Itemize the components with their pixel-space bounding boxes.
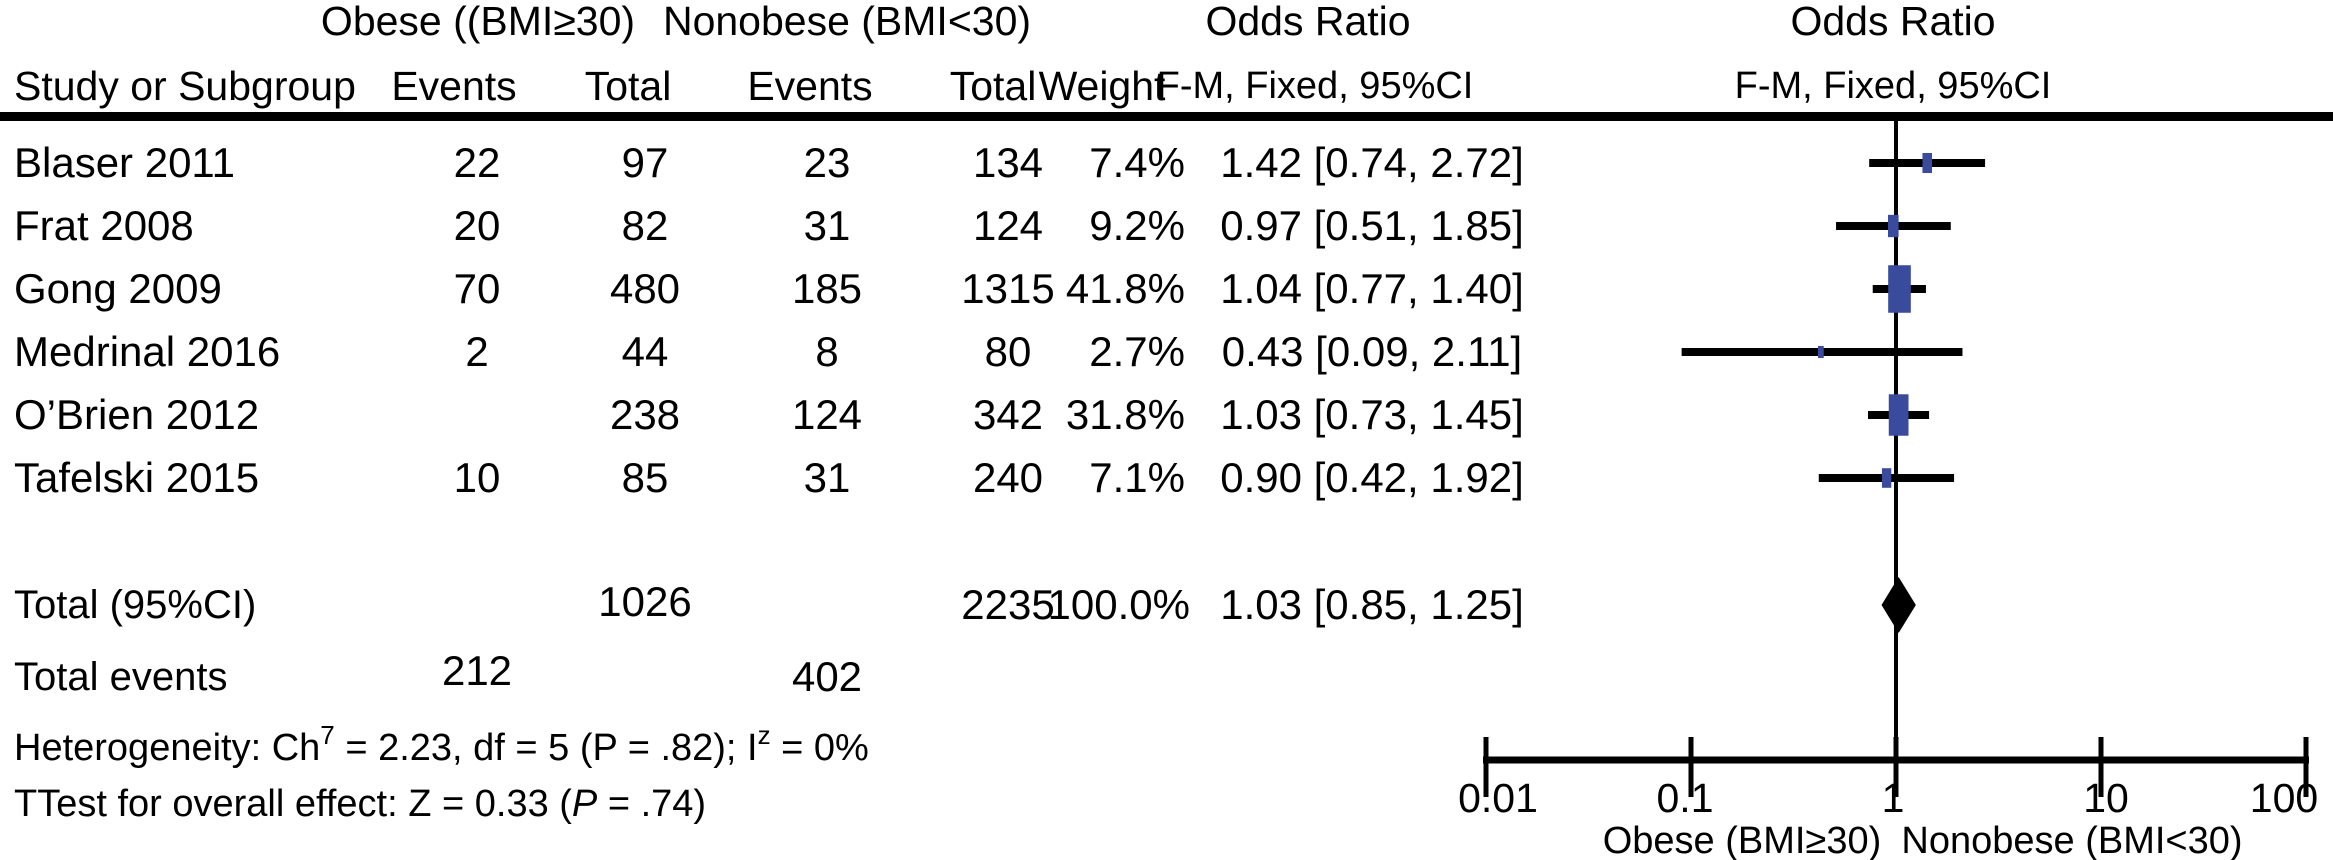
summary-diamond	[1881, 577, 1916, 633]
x-axis-tick-label-0.1: 0.1	[1657, 775, 1714, 821]
cell-weight-frat-2008: 9.2%	[1089, 202, 1185, 249]
or-marker-frat-2008	[1887, 214, 1899, 238]
cell-nonobese-total-o-brien-2012: 342	[972, 391, 1044, 438]
total-events-nonobese: 402	[791, 653, 863, 700]
total-row-obese-total: 1026	[598, 578, 692, 625]
or-marker-tafelski-2015	[1881, 468, 1892, 488]
cell-study-frat-2008: Frat 2008	[14, 202, 194, 249]
header-odds-ratio-right: Odds Ratio	[1790, 0, 1996, 44]
cell-or-ci-blaser-2011: 1.42 [0.74, 2.72]	[1220, 139, 1524, 186]
x-axis-tick-label-1: 1	[1882, 775, 1905, 821]
total-row-or-ci: 1.03 [0.85, 1.25]	[1220, 581, 1524, 628]
cell-nonobese-total-medrinal-2016: 80	[984, 328, 1032, 375]
column-header-nonobese-events: Events	[747, 63, 873, 109]
column-header-weight: Weight	[1038, 63, 1166, 109]
cell-nonobese-total-tafelski-2015: 240	[972, 454, 1044, 501]
cell-weight-tafelski-2015: 7.1%	[1089, 454, 1185, 501]
cell-or-ci-tafelski-2015: 0.90 [0.42, 1.92]	[1220, 454, 1524, 501]
cell-weight-o-brien-2012: 31.8%	[1065, 391, 1185, 438]
cell-obese-total-blaser-2011: 97	[621, 139, 669, 186]
header-odds-ratio-left: Odds Ratio	[1205, 0, 1411, 44]
cell-nonobese-events-tafelski-2015: 31	[803, 454, 851, 501]
cell-weight-blaser-2011: 7.4%	[1089, 139, 1185, 186]
cell-obese-events-medrinal-2016: 2	[465, 328, 489, 375]
cell-obese-events-tafelski-2015: 10	[453, 454, 501, 501]
cell-weight-gong-2009: 41.8%	[1065, 265, 1185, 312]
total-row-label: Total (95%CI)	[14, 583, 257, 627]
header-obese-group: Obese ((BMI≥30)	[320, 0, 636, 44]
cell-obese-total-tafelski-2015: 85	[621, 454, 669, 501]
cell-nonobese-events-gong-2009: 185	[791, 265, 863, 312]
cell-nonobese-total-gong-2009: 1315	[961, 265, 1055, 312]
cell-or-ci-o-brien-2012: 1.03 [0.73, 1.45]	[1220, 391, 1524, 438]
column-header-obese-events: Events	[391, 63, 517, 109]
column-header-ci-left: F-M, Fixed, 95%CI	[1156, 65, 1474, 107]
or-marker-blaser-2011	[1922, 153, 1932, 173]
cell-study-blaser-2011: Blaser 2011	[14, 139, 236, 186]
column-header-obese-total: Total	[584, 63, 672, 109]
cell-nonobese-total-frat-2008: 124	[972, 202, 1044, 249]
cell-or-ci-gong-2009: 1.04 [0.77, 1.40]	[1220, 265, 1524, 312]
cell-weight-medrinal-2016: 2.7%	[1089, 328, 1185, 375]
header-divider-rule	[0, 112, 2333, 121]
cell-obese-events-frat-2008: 20	[453, 202, 501, 249]
axis-label-obese: Obese (BMI≥30)	[1603, 820, 1882, 860]
header-nonobese-group: Nonobese (BMI<30)	[662, 0, 1032, 44]
cell-obese-total-gong-2009: 480	[609, 265, 681, 312]
total-events-obese: 212	[441, 647, 513, 694]
cell-obese-events-blaser-2011: 22	[453, 139, 501, 186]
cell-obese-total-medrinal-2016: 44	[621, 328, 669, 375]
heterogeneity-note: Heterogeneity: Ch7 = 2.23, df = 5 (P = .…	[14, 720, 869, 769]
cell-obese-total-frat-2008: 82	[621, 202, 669, 249]
cell-nonobese-events-medrinal-2016: 8	[815, 328, 839, 375]
cell-nonobese-total-blaser-2011: 134	[972, 139, 1044, 186]
cell-nonobese-events-frat-2008: 31	[803, 202, 851, 249]
total-events-label: Total events	[14, 655, 228, 699]
or-marker-medrinal-2016	[1817, 345, 1824, 359]
column-header-study: Study or Subgroup	[14, 63, 356, 109]
total-row-weight: 100.0%	[1047, 581, 1190, 628]
or-marker-o-brien-2012	[1888, 394, 1909, 436]
x-axis-tick-label-10: 10	[2083, 775, 2129, 821]
superscript-z: z	[757, 720, 771, 750]
x-axis-tick-label-0.01: 0.01	[1458, 775, 1538, 821]
cell-study-tafelski-2015: Tafelski 2015	[14, 454, 260, 501]
x-axis-tick-label-100: 100	[2250, 775, 2318, 821]
column-header-nonobese-total: Total	[949, 63, 1037, 109]
cell-study-medrinal-2016: Medrinal 2016	[14, 328, 281, 375]
overall-effect-note: TTest for overall effect: Z = 0.33 (P = …	[14, 783, 707, 825]
cell-nonobese-events-blaser-2011: 23	[803, 139, 851, 186]
cell-or-ci-frat-2008: 0.97 [0.51, 1.85]	[1220, 202, 1524, 249]
cell-study-gong-2009: Gong 2009	[14, 265, 222, 312]
column-header-ci-right: F-M, Fixed, 95%CI	[1734, 65, 2052, 107]
cell-or-ci-medrinal-2016: 0.43 [0.09, 2.11]	[1221, 328, 1523, 375]
superscript-7: 7	[320, 720, 335, 750]
axis-label-nonobese: Nonobese (BMI<30)	[1901, 820, 2242, 860]
cell-study-o-brien-2012: O’Brien 2012	[14, 391, 260, 438]
cell-nonobese-events-o-brien-2012: 124	[791, 391, 863, 438]
cell-obese-events-gong-2009: 70	[453, 265, 501, 312]
total-row-nonobese-total: 2235	[961, 581, 1055, 628]
cell-obese-total-o-brien-2012: 238	[609, 391, 681, 438]
or-marker-gong-2009	[1888, 265, 1911, 313]
